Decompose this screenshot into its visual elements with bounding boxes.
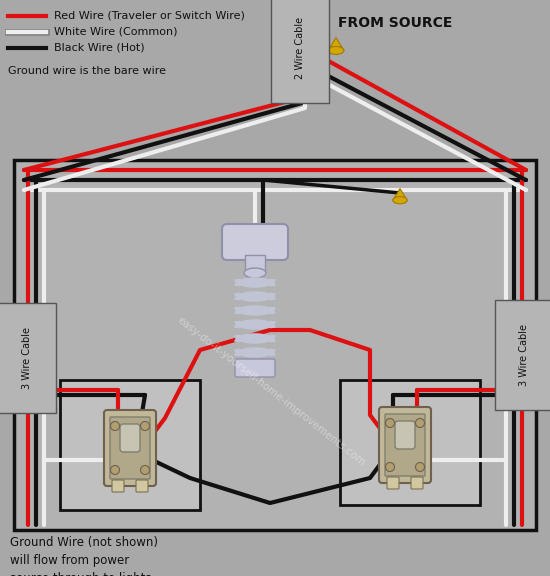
Bar (340, 380, 480, 505)
Circle shape (386, 463, 394, 472)
FancyBboxPatch shape (112, 480, 124, 492)
FancyBboxPatch shape (379, 407, 431, 483)
Text: Red Wire (Traveler or Switch Wire): Red Wire (Traveler or Switch Wire) (54, 11, 245, 21)
Circle shape (386, 419, 394, 427)
FancyBboxPatch shape (136, 480, 148, 492)
Text: Ground wire is the bare wire: Ground wire is the bare wire (8, 66, 166, 76)
Circle shape (415, 463, 425, 472)
Text: Ground Wire (not shown)
will flow from power
source through to lights.
Attach at: Ground Wire (not shown) will flow from p… (10, 536, 183, 576)
FancyBboxPatch shape (104, 410, 156, 486)
FancyBboxPatch shape (395, 421, 415, 449)
Ellipse shape (393, 196, 407, 204)
FancyBboxPatch shape (235, 359, 275, 377)
Circle shape (140, 422, 150, 430)
FancyBboxPatch shape (411, 477, 423, 489)
Text: Black Wire (Hot): Black Wire (Hot) (54, 43, 145, 53)
Circle shape (111, 465, 119, 475)
FancyBboxPatch shape (120, 424, 140, 452)
Ellipse shape (244, 268, 266, 278)
Polygon shape (393, 188, 407, 200)
Text: FROM SOURCE: FROM SOURCE (338, 16, 452, 30)
Text: easy-do-it-yourself-home-improvements.com: easy-do-it-yourself-home-improvements.co… (175, 316, 367, 468)
Bar (60, 380, 200, 510)
Ellipse shape (290, 70, 309, 79)
FancyBboxPatch shape (110, 417, 150, 479)
Circle shape (111, 422, 119, 430)
Text: White Wire (Common): White Wire (Common) (54, 27, 178, 37)
Circle shape (415, 419, 425, 427)
Text: 3 Wire Cable: 3 Wire Cable (519, 324, 529, 386)
Polygon shape (328, 37, 344, 51)
Text: 2 Wire Cable: 2 Wire Cable (295, 17, 305, 79)
FancyBboxPatch shape (385, 414, 425, 476)
FancyBboxPatch shape (222, 224, 288, 260)
Polygon shape (290, 60, 309, 75)
Ellipse shape (311, 56, 329, 66)
FancyBboxPatch shape (387, 477, 399, 489)
Bar (245, 255, 265, 273)
Bar (14, 160, 536, 530)
Text: 3 Wire Cable: 3 Wire Cable (22, 327, 32, 389)
Ellipse shape (328, 47, 344, 54)
Polygon shape (311, 46, 329, 61)
Circle shape (140, 465, 150, 475)
